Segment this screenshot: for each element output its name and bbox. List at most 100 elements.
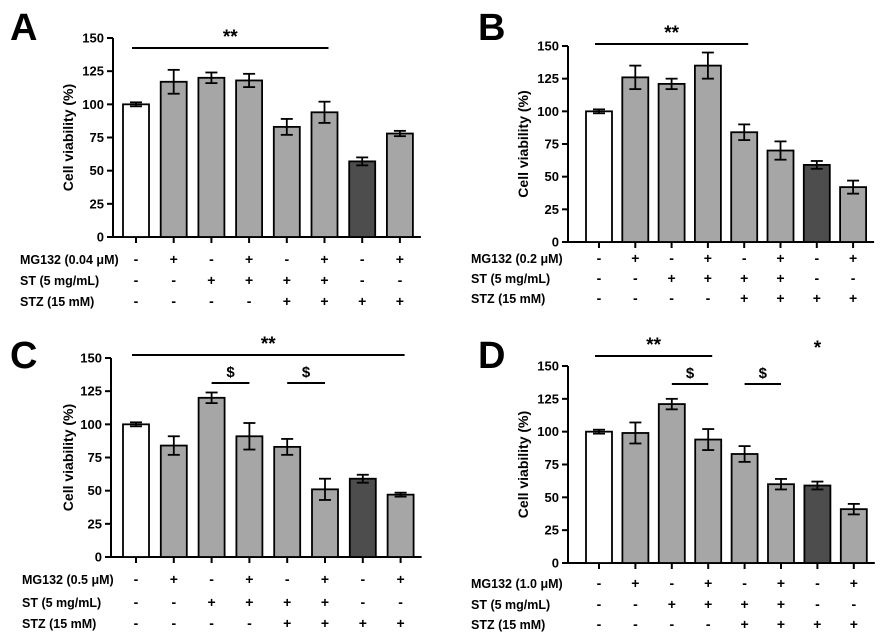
panel-b: B Cell viability (%) 0 25 50 75 100 125 150 MG132… (471, 7, 875, 306)
condition-symbol: - (134, 615, 139, 631)
significance-label: $ (226, 364, 235, 381)
condition-symbol: + (396, 251, 404, 267)
bar (235, 435, 264, 558)
condition-symbol: + (776, 270, 784, 286)
error-bar (356, 473, 369, 484)
y-tick-label: 0 (552, 556, 559, 571)
condition-label: STZ (15 mM) (471, 618, 545, 632)
condition-symbol: + (283, 293, 291, 309)
condition-label: ST (5 mg/mL) (471, 272, 550, 286)
error-bar (774, 140, 787, 161)
condition-symbol: - (398, 594, 403, 610)
y-tick-label: 100 (80, 417, 102, 432)
condition-symbol: - (815, 575, 820, 591)
condition-symbol: - (814, 270, 819, 286)
y-tick-label: 150 (82, 31, 104, 46)
error-bar (205, 391, 218, 405)
error-bar (665, 77, 678, 91)
condition-symbol: - (597, 290, 602, 306)
bar (802, 164, 831, 243)
error-bar (281, 438, 294, 456)
condition-symbol: + (668, 596, 676, 612)
condition-symbol: - (171, 615, 176, 631)
panel-letter: A (10, 7, 37, 49)
bar (766, 149, 795, 243)
bar (159, 80, 188, 238)
condition-symbol: - (597, 596, 602, 612)
error-bar (810, 160, 823, 170)
condition-symbol: + (245, 594, 253, 610)
condition-symbol: - (134, 571, 139, 587)
y-tick-label: 125 (82, 64, 104, 79)
condition-symbol: + (813, 616, 821, 632)
error-bar (738, 123, 751, 141)
condition-symbol: - (247, 615, 252, 631)
error-bar (319, 477, 331, 501)
condition-symbol: - (706, 290, 711, 306)
y-tick-label: 75 (545, 457, 559, 472)
significance-label: $ (686, 365, 695, 382)
error-bar (775, 478, 787, 491)
bar (235, 79, 264, 238)
condition-symbol: - (209, 251, 214, 267)
condition-symbol: + (741, 596, 749, 612)
bar (197, 76, 226, 238)
condition-symbol: - (284, 251, 289, 267)
y-tick-label: 150 (537, 359, 559, 374)
condition-symbol: + (740, 290, 748, 306)
bar (197, 396, 226, 558)
bar (386, 493, 415, 558)
condition-symbol: - (209, 615, 214, 631)
panel-a: A Cell viability (%) 0 25 50 75 100 125 150 MG132… (10, 7, 421, 309)
panel-d: D Cell viability (%) 0 25 50 75 100 125 150 MG132… (471, 335, 875, 632)
condition-symbol: - (633, 270, 638, 286)
condition-symbol: + (704, 250, 712, 266)
y-tick-label: 125 (537, 71, 559, 86)
condition-symbol: + (668, 270, 676, 286)
bar (803, 484, 832, 564)
condition-symbol: + (283, 272, 291, 288)
y-tick-label: 50 (90, 163, 104, 178)
y-tick-label: 25 (90, 196, 104, 211)
y-axis-label: Cell viability (%) (515, 90, 531, 197)
error-bar (394, 491, 407, 498)
error-bar (593, 108, 605, 115)
error-bar (356, 156, 369, 167)
bar (273, 445, 302, 558)
condition-symbol: - (247, 293, 252, 309)
condition-symbol: + (358, 293, 366, 309)
y-tick-label: 150 (537, 39, 559, 54)
bar (585, 430, 613, 564)
condition-symbol: + (704, 596, 712, 612)
condition-symbol: + (704, 575, 712, 591)
condition-label: MG132 (1.0 μM) (471, 577, 563, 591)
condition-symbol: - (814, 250, 819, 266)
bar (122, 103, 150, 238)
condition-symbol: - (360, 272, 365, 288)
condition-symbol: - (742, 250, 747, 266)
significance-label: $ (302, 364, 311, 381)
condition-symbol: - (669, 616, 674, 632)
significance-label: * (814, 338, 822, 359)
y-tick-label: 0 (95, 550, 102, 565)
y-tick-label: 25 (88, 516, 102, 531)
condition-symbol: + (777, 575, 785, 591)
bar (657, 82, 686, 243)
condition-symbol: - (398, 272, 403, 288)
condition-symbol: - (209, 571, 214, 587)
condition-symbol: - (633, 290, 638, 306)
bar (730, 453, 759, 564)
condition-symbol: - (815, 596, 820, 612)
bar (585, 110, 613, 243)
condition-symbol: + (777, 596, 785, 612)
bar (122, 423, 150, 558)
error-bar (593, 428, 605, 435)
condition-symbol: - (134, 293, 139, 309)
condition-symbol: + (849, 290, 857, 306)
condition-symbol: + (320, 251, 328, 267)
error-bar (393, 129, 406, 138)
y-tick-label: 75 (88, 450, 102, 465)
condition-symbol: - (360, 571, 365, 587)
y-tick-label: 125 (537, 391, 559, 406)
condition-symbol: + (321, 571, 329, 587)
